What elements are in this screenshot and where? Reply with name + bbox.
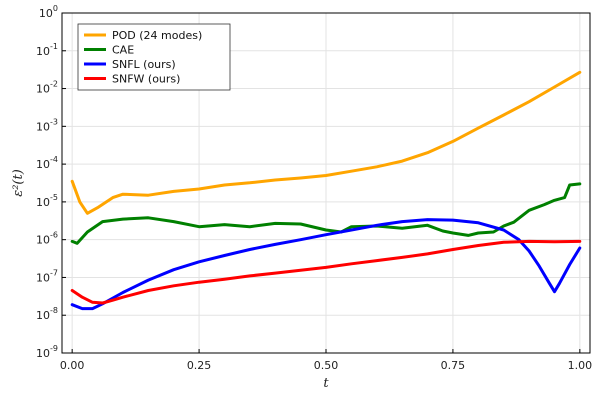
y-tick-label: 10-6 <box>36 231 58 247</box>
series-line-snfl-ours <box>70 218 582 311</box>
legend-label: SNFW (ours) <box>112 73 180 86</box>
x-tick-label: 1.00 <box>568 359 593 372</box>
y-tick-label: 10-9 <box>36 344 58 360</box>
y-tick-label: 10-3 <box>36 117 58 133</box>
series-lines <box>70 70 582 311</box>
y-axis-label: ε²(t) <box>11 169 26 197</box>
legend-label: SNFL (ours) <box>112 58 176 71</box>
x-tick-label: 0.75 <box>441 359 466 372</box>
series-line-snfw-ours <box>70 239 582 305</box>
axis-ticks: 0.00 0.25 0.50 0.75 1.00 10-9 10-8 10-7 10-6 10-5… <box>36 4 592 372</box>
series-line-pod-24-modes <box>70 70 582 215</box>
legend-label: CAE <box>112 44 134 57</box>
legend-label: POD (24 modes) <box>112 29 202 42</box>
y-tick-label: 100 <box>39 4 58 20</box>
y-tick-label: 10-1 <box>36 42 58 58</box>
y-tick-label: 10-4 <box>36 155 58 171</box>
x-tick-label: 0.25 <box>187 359 212 372</box>
y-tick-label: 10-7 <box>36 268 58 284</box>
x-tick-label: 0.00 <box>60 359 85 372</box>
y-tick-label: 10-2 <box>36 80 58 96</box>
y-tick-label: 10-8 <box>36 306 58 322</box>
x-tick-label: 0.50 <box>314 359 339 372</box>
x-axis-label: t <box>323 376 329 391</box>
y-tick-label: 10-5 <box>36 193 58 209</box>
